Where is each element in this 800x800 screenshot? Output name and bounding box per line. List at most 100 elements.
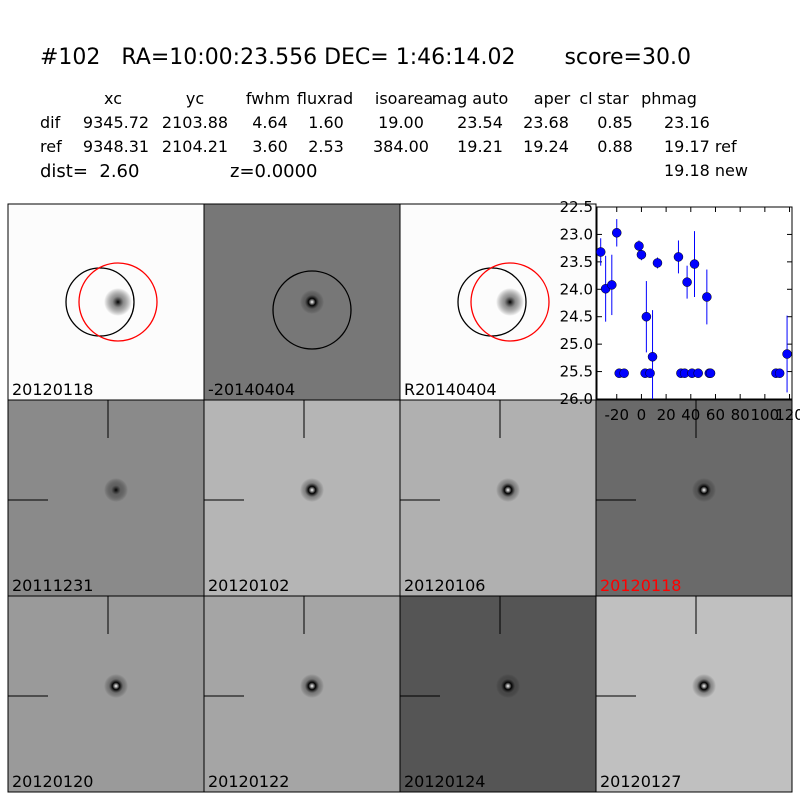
y-tick-label: 23.5 <box>560 253 593 271</box>
source <box>300 290 324 314</box>
table-cell: 23.54 <box>457 113 503 132</box>
stamp-label: 20120127 <box>600 772 681 791</box>
dist: dist= 2.60 <box>40 161 139 182</box>
table-cell: 9345.72 <box>83 113 149 132</box>
source <box>692 478 716 502</box>
table-cell: 19.24 <box>523 137 569 156</box>
table-cell: 23.16 <box>664 113 710 132</box>
table-cell: 3.60 <box>252 137 288 156</box>
column-header: yc <box>186 89 204 108</box>
stamp-image <box>595 399 793 597</box>
y-tick-label: 24.0 <box>560 280 593 298</box>
table-cell: 4.64 <box>252 113 288 132</box>
table-cell: 9348.31 <box>83 137 149 156</box>
table-cell: 384.00 <box>373 137 429 156</box>
table-cell: 0.88 <box>597 137 633 156</box>
data-point <box>682 277 692 287</box>
column-header: phmag <box>641 89 697 108</box>
data-point <box>595 247 606 257</box>
stamp-image <box>7 595 205 793</box>
data-point <box>607 280 617 290</box>
x-tick-label: 100 <box>751 406 780 424</box>
stamp-image <box>203 595 401 793</box>
y-tick-label: 25.5 <box>560 363 593 381</box>
table-cell: 23.68 <box>523 113 569 132</box>
aperture <box>272 270 352 350</box>
x-tick-label: 80 <box>731 406 750 424</box>
stamp-label: 20111231 <box>12 576 93 595</box>
stamp-image <box>399 595 597 793</box>
data-point <box>689 259 700 269</box>
data-point <box>652 258 663 268</box>
data-point <box>702 292 712 302</box>
source <box>104 288 132 316</box>
stamp-label: 20120102 <box>208 576 289 595</box>
stamp-label: R20140404 <box>404 380 497 399</box>
data-point <box>641 311 652 322</box>
stamp-label: 20120124 <box>404 772 485 791</box>
source <box>104 478 128 502</box>
redshift: z=0.0000 <box>230 161 318 182</box>
x-tick-label: 20 <box>657 406 676 424</box>
table-cell: 19.17 ref <box>664 137 737 156</box>
stamp-image <box>7 399 205 597</box>
data-point <box>634 241 644 251</box>
source <box>496 674 520 698</box>
column-header: aper <box>534 89 571 108</box>
table-cell: 2104.21 <box>162 137 228 156</box>
data-point <box>693 368 703 378</box>
phmag-new: 19.18 new <box>664 161 748 180</box>
column-header: xc <box>104 89 122 108</box>
stamp-label: -20140404 <box>208 380 295 399</box>
data-point <box>619 368 629 378</box>
row-label: ref <box>40 137 62 156</box>
stamp-label: 20120120 <box>12 772 93 791</box>
column-header: cl star <box>579 89 629 108</box>
y-tick-label: 22.5 <box>560 198 593 216</box>
table-cell: 19.00 <box>378 113 424 132</box>
column-header: isoarea <box>375 89 433 108</box>
stamp-label: 20120106 <box>404 576 485 595</box>
aperture-ref <box>78 262 158 342</box>
aperture-ref <box>470 262 550 342</box>
source <box>300 674 324 698</box>
y-tick-label: 26.0 <box>560 390 593 408</box>
y-tick-label: 23.0 <box>560 225 593 243</box>
stamp-label: 20120118 <box>12 380 93 399</box>
stamp-label: 20120122 <box>208 772 289 791</box>
y-tick-label: 25.0 <box>560 335 593 353</box>
source <box>692 674 716 698</box>
data-point <box>647 352 658 362</box>
data-point <box>705 368 716 378</box>
table-cell: 19.21 <box>457 137 503 156</box>
table-cell: 0.85 <box>597 113 633 132</box>
source <box>496 288 524 316</box>
stamp-image <box>203 399 401 597</box>
data-point <box>782 349 792 359</box>
y-tick-label: 24.5 <box>560 308 593 326</box>
table-cell: 1.60 <box>308 113 344 132</box>
column-header: mag auto <box>432 89 509 108</box>
x-tick-label: 0 <box>637 406 647 424</box>
column-header: fwhm <box>246 89 290 108</box>
data-point <box>774 368 785 378</box>
stamp-image <box>399 399 597 597</box>
source <box>300 478 324 502</box>
data-point <box>636 249 647 260</box>
table-cell: 2.53 <box>308 137 344 156</box>
source <box>104 674 128 698</box>
stamp-image <box>595 595 793 793</box>
data-point <box>645 368 655 378</box>
data-point <box>611 228 622 238</box>
source <box>496 478 520 502</box>
row-label: dif <box>40 113 61 132</box>
title: #102 RA=10:00:23.556 DEC= 1:46:14.02 sco… <box>40 45 691 70</box>
stamp-label: 20120118 <box>600 576 681 595</box>
x-tick-label: 120 <box>775 406 800 424</box>
x-tick-label: 40 <box>681 406 700 424</box>
data-point <box>673 252 684 262</box>
x-tick-label: 60 <box>706 406 725 424</box>
x-tick-label: -20 <box>604 406 629 424</box>
column-header: fluxrad <box>297 89 353 108</box>
